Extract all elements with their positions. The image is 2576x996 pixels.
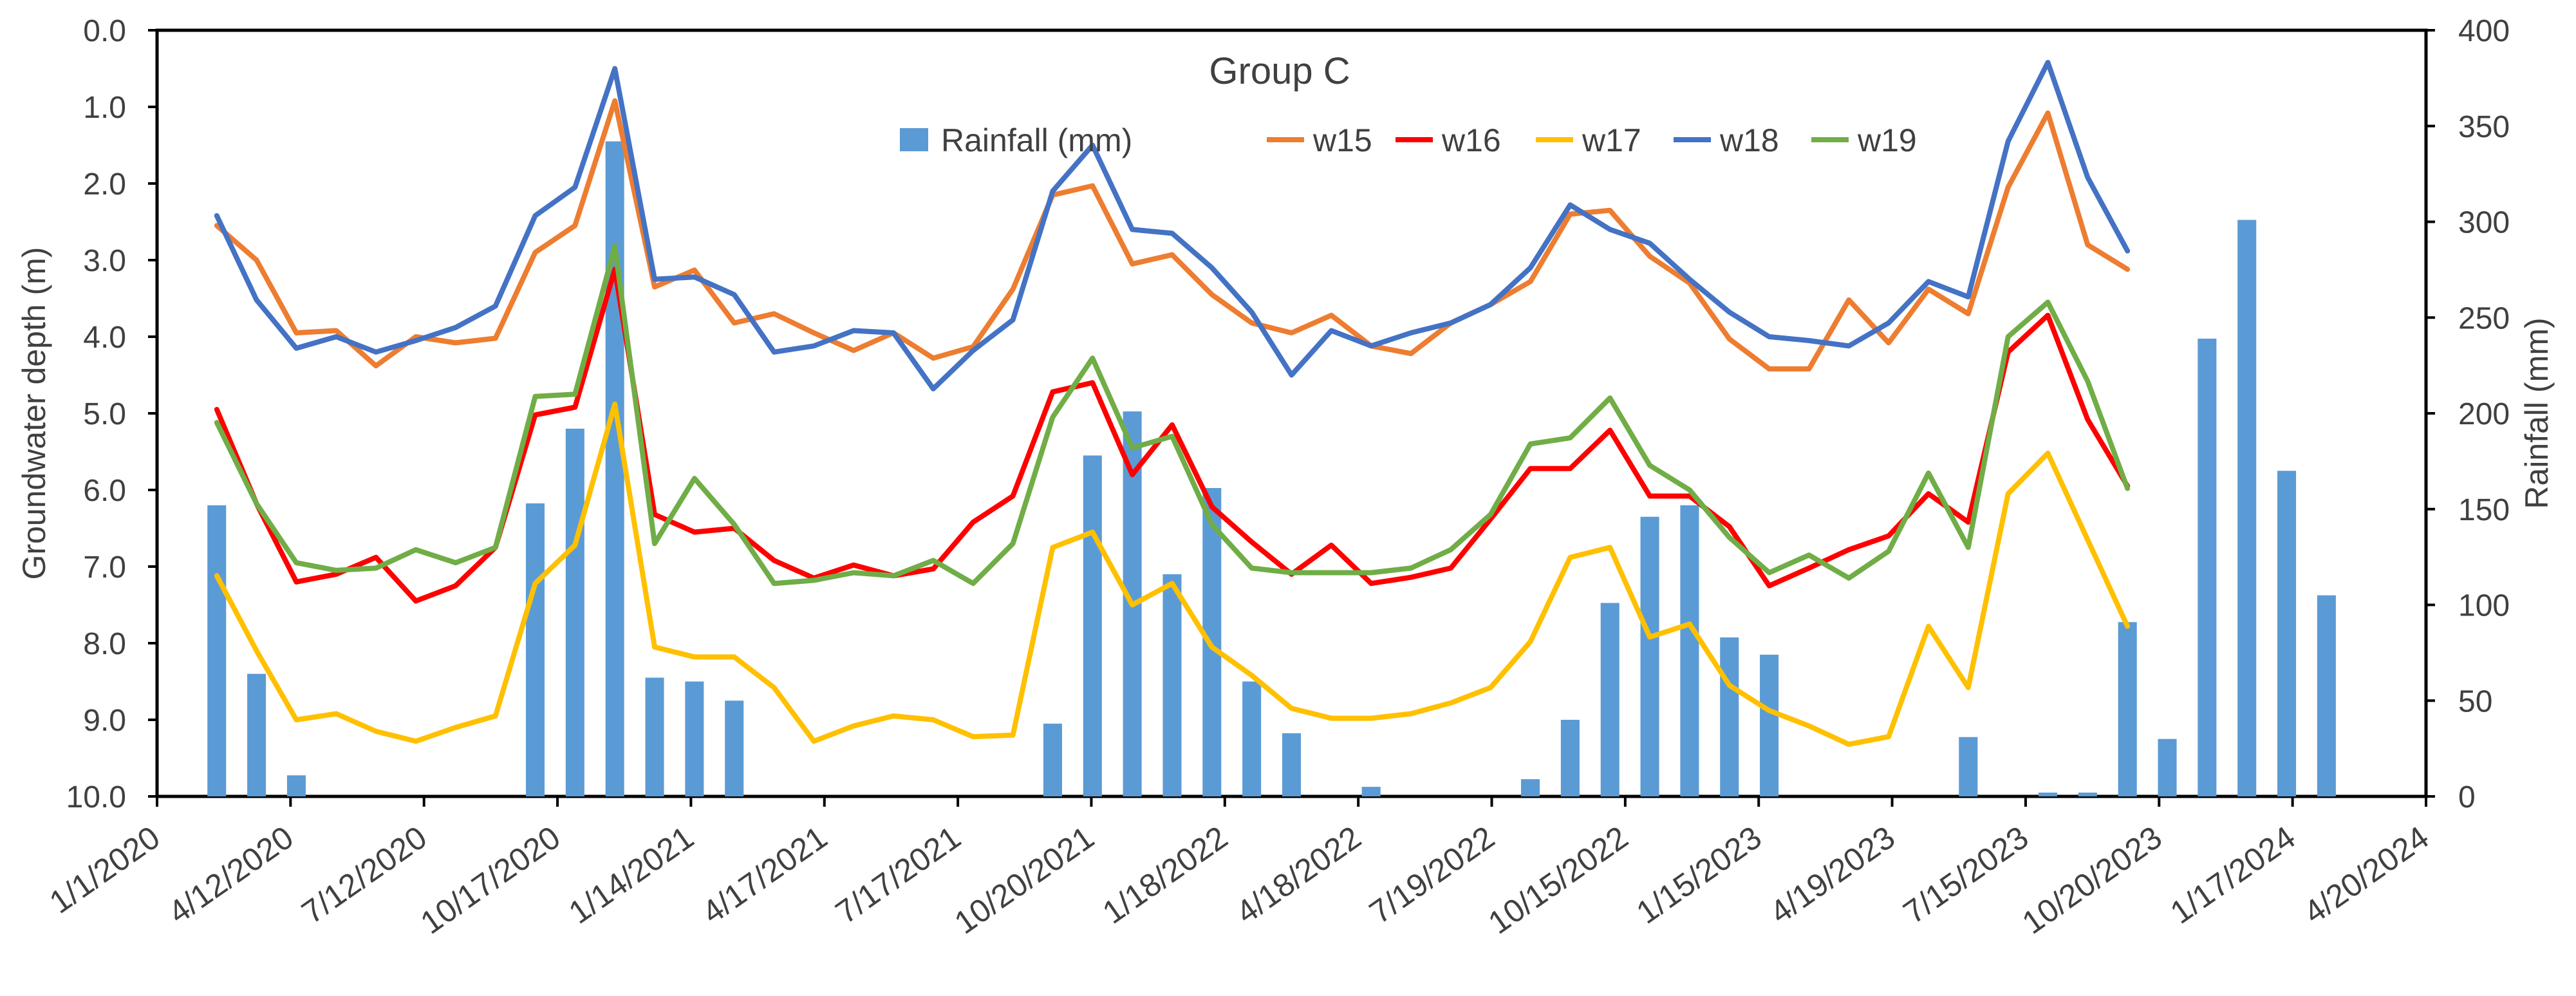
rainfall-bar — [1083, 455, 1102, 796]
rainfall-bar — [605, 141, 624, 797]
x-tick-label: 4/12/2020 — [162, 819, 299, 930]
x-tick-label: 1/15/2023 — [1630, 819, 1768, 930]
right-tick-label: 350 — [2458, 110, 2510, 144]
rainfall-bar — [286, 775, 306, 796]
right-tick-label: 0 — [2458, 780, 2476, 814]
legend-label: w17 — [1582, 122, 1641, 158]
rainfall-bar — [645, 677, 664, 796]
rainfall-bar — [1560, 720, 1580, 796]
legend-label: w16 — [1441, 122, 1501, 158]
rainfall-bar — [2158, 738, 2177, 796]
x-tick-label: 7/12/2020 — [295, 819, 433, 930]
x-tick-label: 10/17/2020 — [414, 819, 566, 941]
x-tick-label: 7/15/2023 — [1897, 819, 2035, 930]
rainfall-bar — [1680, 505, 1699, 796]
legend-swatch-rainfall — [900, 128, 928, 151]
rainfall-bar — [1242, 681, 1262, 796]
rainfall-bar — [207, 505, 227, 796]
legend: Rainfall (mm) w15 w16 w17 w18 w19 — [900, 122, 1917, 158]
right-axis-ticks: 0 50 100 150 200 250 300 350 400 — [2426, 14, 2510, 814]
rainfall-bar — [2038, 793, 2058, 796]
rainfall-bar — [1640, 516, 1659, 796]
x-tick-label: 1/1/2020 — [43, 819, 167, 921]
rainfall-bar — [2078, 793, 2097, 796]
rainfall-bar — [247, 673, 266, 796]
rainfall-bar — [1162, 574, 1182, 796]
left-tick-label: 7.0 — [83, 550, 126, 585]
legend-label: w15 — [1312, 122, 1372, 158]
x-tick-label: 10/20/2023 — [2015, 819, 2168, 941]
left-tick-label: 4.0 — [83, 321, 126, 355]
right-tick-label: 400 — [2458, 14, 2510, 48]
x-tick-label: 1/17/2024 — [2164, 819, 2302, 930]
rainfall-bar — [1282, 733, 1302, 796]
right-tick-label: 250 — [2458, 301, 2510, 335]
rainfall-bar — [725, 700, 744, 796]
rainfall-bar — [2237, 220, 2257, 796]
series-lines — [214, 60, 2131, 747]
rainfall-bar — [2198, 338, 2217, 796]
left-axis-ticks: 0.0 1.0 2.0 3.0 4.0 5.0 6.0 7.0 8.0 9.0 10.0 — [66, 14, 157, 814]
series-line-w16 — [214, 267, 2131, 604]
rainfall-bar — [1760, 654, 1779, 796]
rainfall-bar — [1361, 787, 1381, 796]
left-tick-label: 0.0 — [83, 14, 126, 48]
right-tick-label: 100 — [2458, 589, 2510, 623]
right-tick-label: 300 — [2458, 206, 2510, 240]
right-tick-label: 150 — [2458, 493, 2510, 527]
x-tick-label: 10/20/2021 — [948, 819, 1101, 941]
x-tick-label: 4/19/2023 — [1764, 819, 1901, 930]
rainfall-bar — [2118, 622, 2137, 796]
rainfall-bar — [2317, 595, 2336, 796]
x-tick-label: 1/14/2021 — [562, 819, 700, 930]
left-axis-label: Groundwater depth (m) — [16, 247, 52, 580]
x-tick-label: 7/19/2022 — [1363, 819, 1501, 930]
left-tick-label: 10.0 — [66, 780, 126, 814]
rainfall-bar — [1959, 737, 1978, 796]
rainfall-bar — [1521, 779, 1540, 796]
rainfall-bar — [565, 428, 584, 796]
legend-label: w19 — [1857, 122, 1917, 158]
left-tick-label: 9.0 — [83, 704, 126, 738]
series-line-w19 — [214, 243, 2131, 587]
series-line-w17 — [214, 401, 2131, 747]
legend-label: w18 — [1719, 122, 1779, 158]
x-tick-label: 7/17/2021 — [829, 819, 967, 930]
left-tick-label: 5.0 — [83, 397, 126, 431]
rainfall-bar — [685, 681, 704, 796]
right-tick-label: 50 — [2458, 684, 2492, 719]
legend-label: Rainfall (mm) — [941, 122, 1132, 158]
rainfall-bar — [1720, 637, 1739, 796]
x-axis-ticks: 1/1/20204/12/20207/12/202010/17/20201/14… — [43, 796, 2435, 941]
left-tick-label: 2.0 — [83, 167, 126, 202]
series-line-w15 — [214, 98, 2131, 371]
left-tick-label: 3.0 — [83, 244, 126, 278]
left-tick-label: 6.0 — [83, 474, 126, 508]
x-tick-label: 10/15/2022 — [1482, 819, 1634, 941]
x-tick-label: 1/18/2022 — [1096, 819, 1234, 930]
rainfall-bar — [1600, 603, 1619, 796]
rainfall-bar — [1043, 723, 1062, 796]
left-tick-label: 8.0 — [83, 627, 126, 661]
right-tick-label: 200 — [2458, 397, 2510, 431]
x-tick-label: 4/17/2021 — [696, 819, 834, 930]
chart-title: Group C — [1209, 50, 1350, 92]
x-tick-label: 4/20/2024 — [2297, 819, 2435, 930]
right-axis-label: Rainfall (mm) — [2519, 317, 2555, 509]
series-line-w18 — [214, 60, 2131, 391]
rainfall-bar — [2277, 471, 2297, 796]
rainfall-bars — [207, 141, 2336, 797]
left-tick-label: 1.0 — [83, 91, 126, 125]
x-tick-label: 4/18/2022 — [1229, 819, 1367, 930]
rainfall-bar — [525, 503, 545, 796]
